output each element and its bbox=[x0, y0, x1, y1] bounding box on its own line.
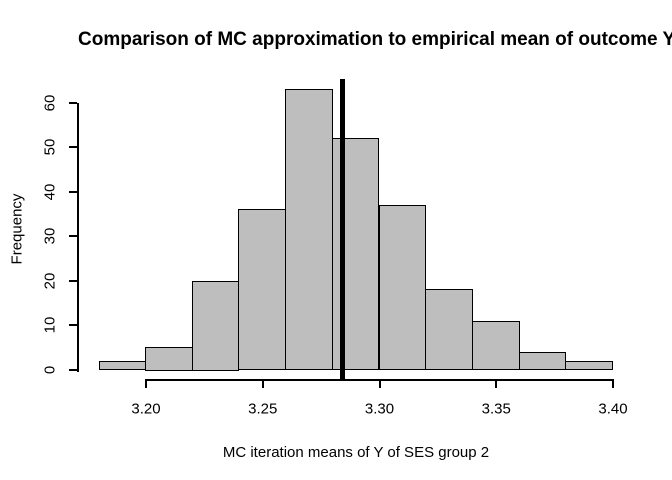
y-tick-label: 0 bbox=[41, 365, 59, 374]
y-axis-tick bbox=[69, 235, 77, 237]
histogram-bar bbox=[471, 320, 520, 371]
y-axis-tick bbox=[69, 190, 77, 193]
histogram-bar bbox=[145, 347, 193, 371]
y-axis-tick bbox=[69, 324, 77, 326]
x-axis-tick bbox=[145, 380, 147, 388]
y-tick-label: 50 bbox=[41, 138, 59, 156]
histogram-bar bbox=[425, 289, 473, 371]
histogram-bar bbox=[191, 280, 240, 371]
empirical-mean-line bbox=[339, 78, 345, 381]
chart-title: Comparison of MC approximation to empiri… bbox=[78, 29, 672, 50]
x-tick-label: 3.25 bbox=[248, 400, 278, 418]
y-axis-tick bbox=[69, 101, 77, 104]
x-tick-label: 3.40 bbox=[598, 400, 628, 418]
y-tick-label: 60 bbox=[41, 94, 59, 111]
y-tick-label: 30 bbox=[41, 227, 59, 245]
y-tick-label: 10 bbox=[41, 316, 59, 334]
y-axis-tick bbox=[69, 146, 77, 148]
histogram-bar bbox=[238, 209, 287, 371]
histogram-bar bbox=[378, 204, 427, 371]
y-axis-tick bbox=[69, 368, 77, 371]
x-axis-tick bbox=[378, 380, 381, 388]
histogram-bar bbox=[285, 89, 333, 371]
x-tick-label: 3.30 bbox=[364, 400, 395, 418]
x-axis-tick bbox=[612, 380, 614, 388]
y-tick-label: 40 bbox=[41, 183, 59, 200]
histogram-bar bbox=[565, 360, 613, 371]
y-tick-label: 20 bbox=[41, 272, 59, 289]
x-axis-label: MC iteration means of Y of SES group 2 bbox=[222, 444, 490, 461]
x-axis-line bbox=[145, 378, 614, 381]
y-axis-tick bbox=[69, 279, 77, 282]
histogram-bar bbox=[99, 360, 146, 371]
x-axis-tick bbox=[495, 380, 498, 388]
x-axis-tick bbox=[261, 380, 264, 388]
x-tick-label: 3.20 bbox=[131, 400, 161, 418]
x-tick-label: 3.35 bbox=[481, 400, 511, 418]
histogram-bar bbox=[518, 351, 567, 371]
y-axis-line bbox=[77, 102, 79, 372]
